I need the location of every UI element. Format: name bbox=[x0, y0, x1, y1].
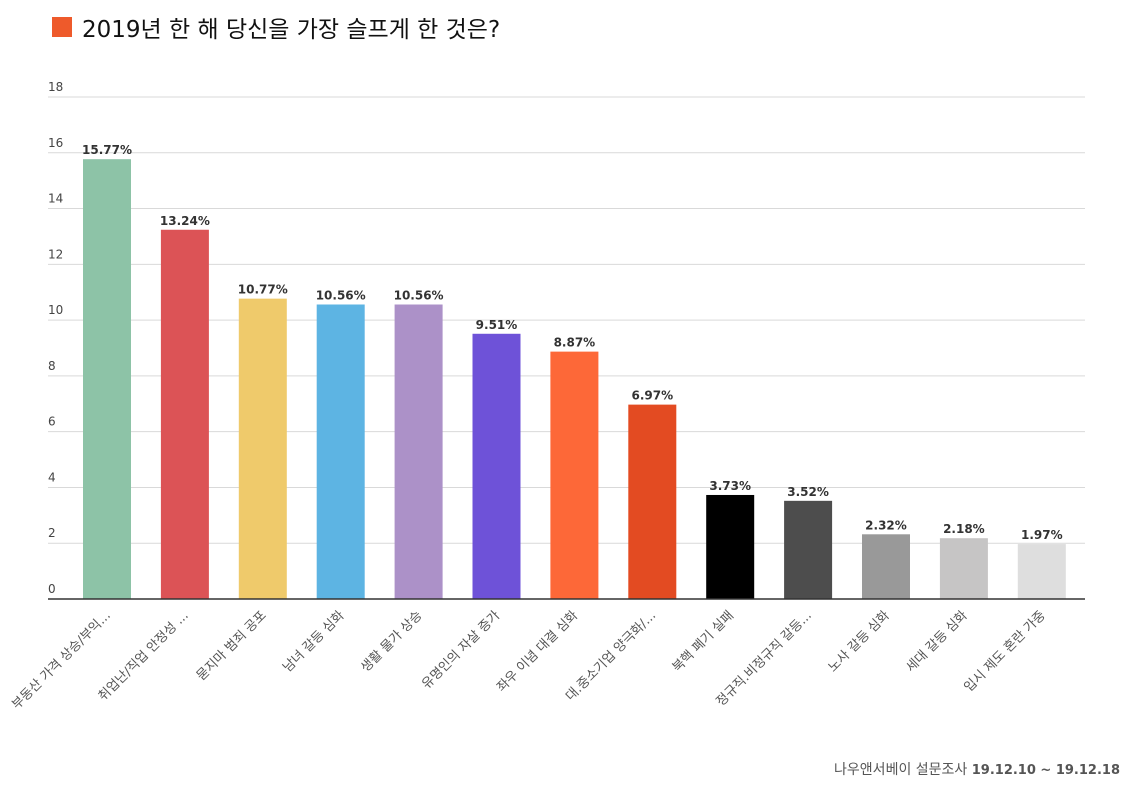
data-label: 15.77% bbox=[82, 143, 132, 157]
bar bbox=[550, 351, 599, 599]
data-label: 2.32% bbox=[865, 518, 907, 532]
data-label: 3.52% bbox=[787, 485, 829, 499]
x-tick-label: 대.중소기업 양극화/... bbox=[563, 608, 659, 704]
bar bbox=[160, 229, 209, 600]
bar bbox=[394, 304, 443, 599]
survey-dates: 19.12.10 ~ 19.12.18 bbox=[971, 763, 1120, 778]
x-tick-label: 노사 갈등 심화 bbox=[826, 608, 893, 675]
data-label: 1.97% bbox=[1021, 528, 1063, 542]
data-label: 13.24% bbox=[160, 214, 210, 228]
data-label: 2.18% bbox=[943, 522, 985, 536]
y-tick-label: 14 bbox=[48, 192, 63, 206]
x-tick-label: 세대 갈등 심화 bbox=[904, 608, 971, 675]
source-name: 나우앤서베이 설문조사 bbox=[834, 762, 968, 778]
y-tick-label: 10 bbox=[48, 303, 63, 317]
x-tick-label: 좌우 이념 대결 심화 bbox=[494, 608, 581, 695]
chart-title: 2019년 한 해 당신을 가장 슬프게 한 것은? bbox=[82, 17, 501, 43]
data-label: 10.56% bbox=[316, 288, 366, 302]
y-tick-label: 18 bbox=[48, 80, 63, 94]
y-tick-label: 12 bbox=[48, 247, 63, 261]
bar bbox=[238, 298, 287, 599]
x-tick-label: 생활 물가 상승 bbox=[358, 608, 425, 675]
y-tick-label: 6 bbox=[48, 415, 56, 429]
data-label: 10.77% bbox=[238, 283, 288, 297]
bar bbox=[628, 404, 677, 599]
x-tick-label: 북핵 폐기 실패 bbox=[670, 608, 737, 675]
data-label: 8.87% bbox=[554, 336, 596, 350]
y-tick-label: 0 bbox=[48, 582, 56, 596]
bar bbox=[862, 534, 910, 599]
bar bbox=[472, 333, 521, 599]
data-label: 10.56% bbox=[394, 288, 444, 302]
chart-title-group: 2019년 한 해 당신을 가장 슬프게 한 것은? bbox=[52, 10, 500, 44]
x-tick-label: 남녀 갈등 심화 bbox=[280, 608, 347, 675]
y-tick-label: 2 bbox=[48, 526, 56, 540]
bar bbox=[83, 159, 131, 600]
data-label: 9.51% bbox=[476, 318, 518, 332]
y-tick-label: 4 bbox=[48, 470, 56, 484]
data-label: 6.97% bbox=[631, 389, 673, 403]
y-tick-label: 16 bbox=[48, 136, 63, 150]
x-tick-label: 묻지마 범죄 공포 bbox=[194, 608, 270, 684]
bar bbox=[706, 494, 755, 599]
bar bbox=[1017, 544, 1066, 599]
x-tick-label: 입시 제도 혼란 가중 bbox=[962, 608, 1049, 695]
bar bbox=[939, 538, 988, 599]
title-marker bbox=[52, 17, 72, 37]
x-tick-label: 유명인의 자살 증가 bbox=[419, 608, 503, 692]
x-tick-label: 취업난/직업 안정성 ... bbox=[96, 608, 192, 704]
bar bbox=[316, 304, 365, 599]
bar bbox=[784, 500, 833, 599]
source-note: 나우앤서베이 설문조사 19.12.10 ~ 19.12.18 bbox=[834, 759, 1120, 779]
data-label: 3.73% bbox=[709, 479, 751, 493]
y-tick-label: 8 bbox=[48, 359, 56, 373]
